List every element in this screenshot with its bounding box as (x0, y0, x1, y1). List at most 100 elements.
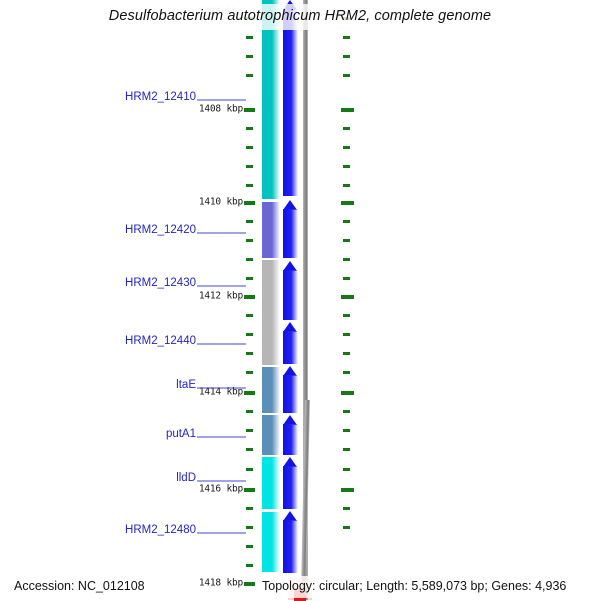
ruler-tick-right (343, 468, 350, 471)
gene-label-leader-line (197, 285, 246, 287)
ruler-tick-left (246, 371, 253, 374)
gene-arrow[interactable] (283, 261, 298, 320)
ruler-tick-right (341, 201, 354, 205)
gene-arrow-body (283, 209, 298, 258)
ruler-tick-right (343, 277, 350, 280)
gene-arrow[interactable] (283, 457, 298, 509)
gene-label-leader-line (197, 99, 246, 101)
gene-arrow-body (283, 466, 298, 509)
gene-label[interactable]: ltaE (176, 379, 196, 391)
gene-label[interactable]: HRM2_12410 (125, 91, 196, 103)
ruler-position-label: 1416 kbp (198, 483, 243, 495)
ruler-position-label: 1408 kbp (198, 103, 243, 115)
gene-arrow-tip-icon (283, 457, 297, 467)
gene-arrow[interactable] (283, 200, 298, 258)
ruler-tick-left (246, 184, 253, 187)
gene-label[interactable]: HRM2_12420 (125, 224, 196, 236)
gene-arrow-body (283, 9, 298, 196)
ruler-tick-left (246, 277, 253, 280)
ruler-tick-left (246, 314, 253, 317)
gene-arrow-body (283, 424, 298, 455)
gene-arrow-tip-icon (283, 366, 297, 376)
ruler-tick-right (343, 429, 350, 432)
ruler-tick-right (343, 127, 350, 130)
ruler-position-label: 1414 kbp (198, 386, 243, 398)
feature-segment[interactable] (262, 260, 280, 365)
gene-label[interactable]: HRM2_12440 (125, 335, 196, 347)
title-background-wash (90, 4, 510, 30)
ruler-tick-left (246, 410, 253, 413)
gene-label[interactable]: putA1 (165, 428, 196, 440)
gene-arrow[interactable] (283, 322, 298, 364)
feature-segment[interactable] (262, 512, 280, 572)
ruler-tick-left (246, 352, 253, 355)
gene-arrow[interactable] (283, 415, 298, 455)
gene-arrow-tip-icon (283, 511, 297, 521)
ruler-tick-right (343, 448, 350, 451)
ruler-tick-right (343, 239, 350, 242)
ruler-tick-right (343, 371, 350, 374)
ruler-tick-right (341, 488, 354, 492)
feature-segment[interactable] (262, 415, 280, 455)
ruler-tick-right (343, 410, 350, 413)
ruler-tick-left (244, 391, 255, 395)
ruler-tick-right (341, 108, 354, 112)
feature-segment[interactable] (262, 202, 280, 258)
ruler-tick-right (343, 314, 350, 317)
ruler-tick-left (244, 201, 255, 205)
ruler-tick-left (246, 545, 253, 548)
gene-arrow-body (283, 375, 298, 413)
ruler-tick-right (343, 526, 350, 529)
ruler-tick-right (343, 74, 350, 77)
gene-arrow-body (283, 331, 298, 364)
gene-label[interactable]: lldD (176, 472, 196, 484)
ruler-tick-right (343, 55, 350, 58)
ruler-tick-left (246, 448, 253, 451)
ruler-tick-left (244, 295, 255, 299)
ruler-tick-left (246, 258, 253, 261)
ruler-tick-left (246, 74, 253, 77)
status-bar: Accession: NC_012108 Topology: circular;… (0, 570, 600, 600)
ruler-tick-left (246, 507, 253, 510)
gene-label-leader-line (197, 387, 246, 389)
ruler-tick-right (343, 184, 350, 187)
gene-arrow-body (283, 270, 298, 320)
ruler-tick-right (343, 507, 350, 510)
ruler-tick-left (246, 333, 253, 336)
ruler-tick-left (246, 239, 253, 242)
genome-backbone-ruler (303, 0, 308, 600)
feature-segment[interactable] (262, 0, 280, 199)
gene-label[interactable]: HRM2_12480 (125, 524, 196, 536)
ruler-tick-right (343, 146, 350, 149)
ruler-tick-left (246, 526, 253, 529)
status-background-wash (255, 576, 600, 598)
ruler-tick-left (246, 468, 253, 471)
gene-label-leader-line (197, 343, 246, 345)
feature-segment[interactable] (262, 367, 280, 413)
gene-label-leader-line (197, 232, 246, 234)
feature-segment[interactable] (262, 457, 280, 509)
ruler-tick-left (246, 564, 253, 567)
ruler-tick-right (343, 333, 350, 336)
gene-arrow-body (283, 520, 298, 573)
ruler-position-label: 1410 kbp (198, 196, 243, 208)
accession-label: Accession: NC_012108 (14, 579, 145, 593)
gene-label-leader-line (197, 436, 246, 438)
gene-label-leader-line (197, 532, 246, 534)
gene-label[interactable]: HRM2_12430 (125, 277, 196, 289)
ruler-position-label: 1418 kbp (198, 577, 243, 589)
topology-label: Topology: circular; Length: 5,589,073 bp… (262, 579, 567, 593)
ruler-tick-left (246, 127, 253, 130)
ruler-tick-right (343, 258, 350, 261)
gene-arrow-tip-icon (283, 200, 297, 210)
gene-label-leader-line (197, 480, 246, 482)
ruler-tick-left (244, 488, 255, 492)
gene-arrow-tip-icon (283, 322, 297, 332)
gene-arrow[interactable] (283, 511, 298, 573)
ruler-tick-left (244, 108, 255, 112)
gene-arrow[interactable] (283, 366, 298, 413)
ruler-tick-left (246, 220, 253, 223)
ruler-tick-left (246, 146, 253, 149)
ruler-tick-right (341, 295, 354, 299)
